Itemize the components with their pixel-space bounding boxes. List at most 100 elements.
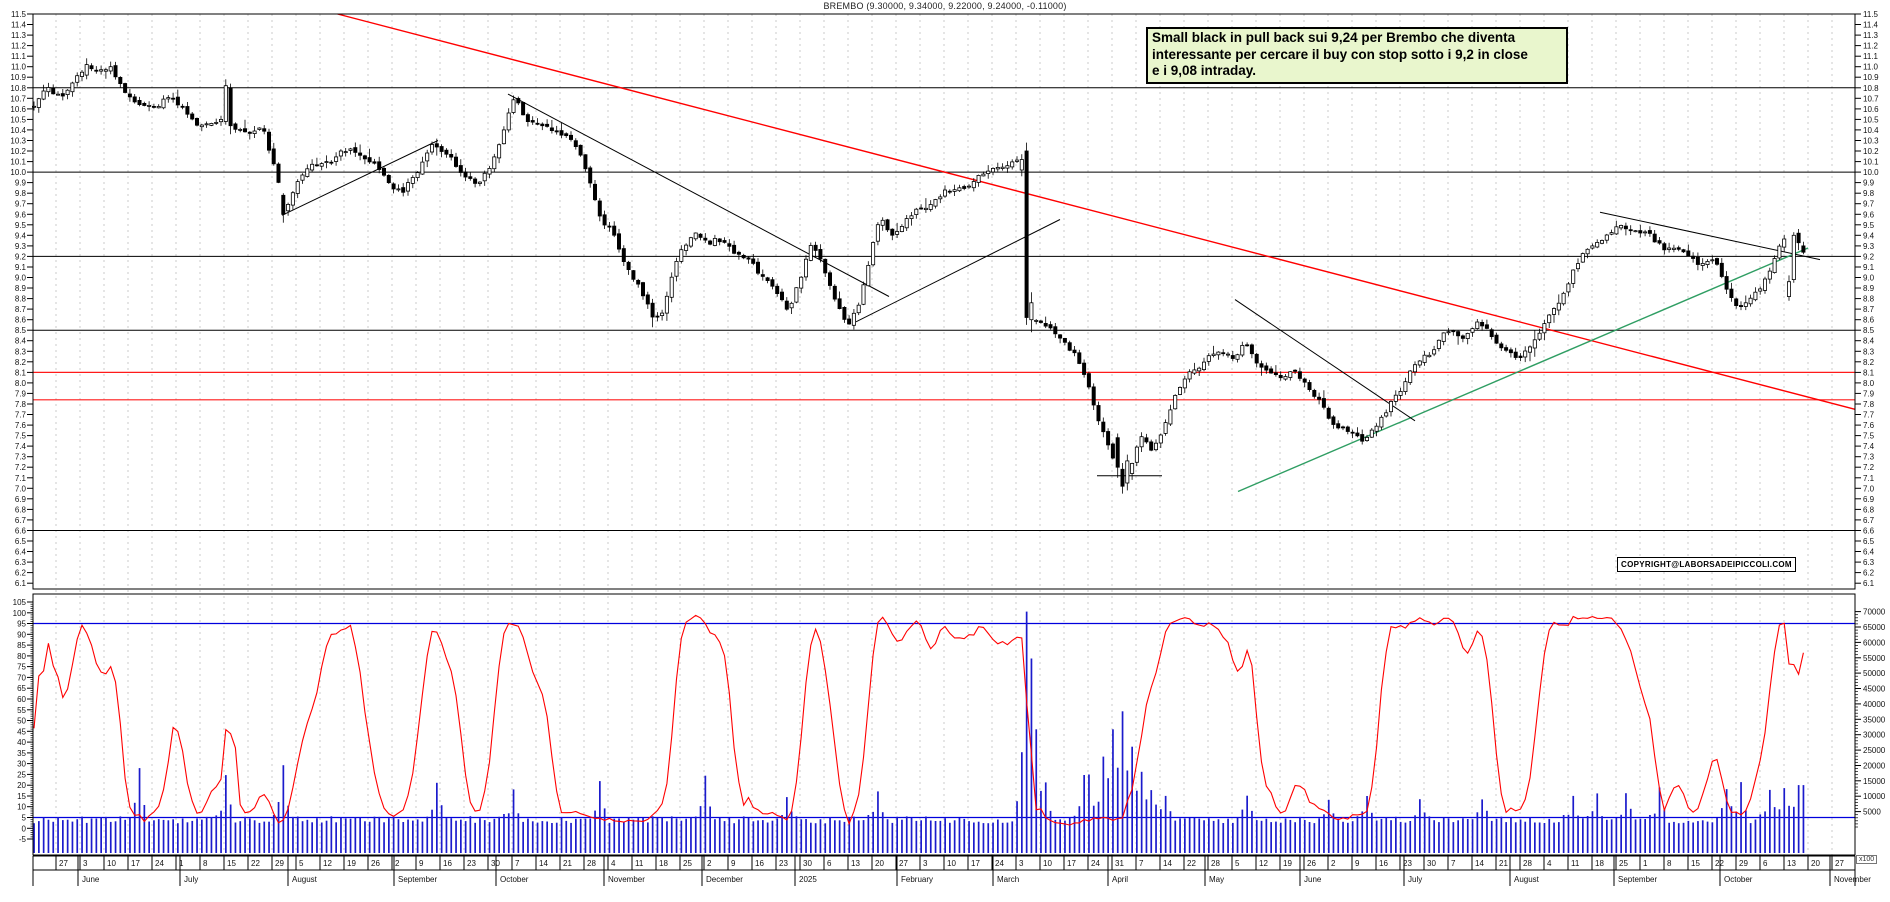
svg-text:13: 13 [851, 859, 860, 868]
svg-text:27: 27 [1835, 859, 1844, 868]
svg-text:20: 20 [17, 781, 26, 790]
svg-text:10.2: 10.2 [1863, 147, 1879, 156]
svg-text:11.3: 11.3 [11, 31, 27, 40]
svg-text:8.6: 8.6 [15, 316, 27, 325]
svg-text:6.4: 6.4 [1863, 548, 1875, 557]
svg-text:15: 15 [1691, 859, 1700, 868]
svg-text:3: 3 [923, 859, 928, 868]
svg-text:9.2: 9.2 [1863, 252, 1875, 261]
svg-text:7.4: 7.4 [15, 442, 27, 451]
svg-text:35: 35 [17, 749, 26, 758]
candles[interactable] [32, 58, 1806, 494]
svg-text:3: 3 [1019, 859, 1024, 868]
svg-text:7.7: 7.7 [15, 411, 27, 420]
svg-text:7: 7 [1139, 859, 1144, 868]
svg-text:11.0: 11.0 [11, 63, 27, 72]
svg-text:15: 15 [17, 792, 26, 801]
svg-text:30000: 30000 [1863, 731, 1886, 740]
svg-text:10: 10 [947, 859, 956, 868]
svg-text:6.5: 6.5 [15, 537, 27, 546]
svg-text:August: August [1514, 875, 1540, 884]
svg-text:10: 10 [17, 803, 26, 812]
svg-text:70: 70 [17, 673, 26, 682]
svg-text:5: 5 [1235, 859, 1240, 868]
svg-text:14: 14 [1163, 859, 1172, 868]
svg-text:9.0: 9.0 [15, 274, 27, 283]
svg-text:7.3: 7.3 [15, 453, 27, 462]
svg-text:1: 1 [179, 859, 184, 868]
svg-text:15000: 15000 [1863, 777, 1886, 786]
svg-text:June: June [1304, 875, 1322, 884]
stochastic-line[interactable] [33, 614, 1804, 826]
svg-text:11.1: 11.1 [11, 52, 27, 61]
svg-text:21: 21 [563, 859, 572, 868]
svg-text:10.4: 10.4 [1863, 126, 1879, 135]
svg-text:65: 65 [17, 684, 26, 693]
svg-text:40: 40 [17, 738, 26, 747]
svg-text:7.5: 7.5 [1863, 432, 1875, 441]
svg-text:6.6: 6.6 [1863, 526, 1875, 535]
svg-text:2: 2 [707, 859, 712, 868]
svg-text:March: March [997, 875, 1019, 884]
svg-text:9.5: 9.5 [1863, 221, 1875, 230]
svg-text:8.1: 8.1 [15, 368, 27, 377]
svg-text:12: 12 [323, 859, 332, 868]
svg-text:5000: 5000 [1863, 808, 1881, 817]
svg-text:10000: 10000 [1863, 792, 1886, 801]
svg-text:8.2: 8.2 [15, 358, 27, 367]
svg-text:7.0: 7.0 [15, 484, 27, 493]
volume-unit-label: x100 [1856, 855, 1878, 864]
svg-text:10.0: 10.0 [10, 168, 26, 177]
svg-text:9.7: 9.7 [15, 200, 27, 209]
svg-text:7.0: 7.0 [1863, 484, 1875, 493]
svg-text:-5: -5 [19, 835, 27, 844]
svg-text:65000: 65000 [1863, 623, 1886, 632]
svg-text:60000: 60000 [1863, 638, 1886, 647]
svg-text:23: 23 [467, 859, 476, 868]
analysis-note[interactable]: Small black in pull back sui 9,24 per Br… [1146, 27, 1568, 84]
svg-text:60: 60 [17, 695, 26, 704]
svg-text:11.0: 11.0 [1863, 63, 1879, 72]
svg-text:31: 31 [1115, 859, 1124, 868]
svg-text:17: 17 [131, 859, 140, 868]
svg-text:23: 23 [1403, 859, 1412, 868]
svg-text:90: 90 [17, 630, 26, 639]
svg-text:19: 19 [1283, 859, 1292, 868]
svg-text:6.1: 6.1 [15, 579, 27, 588]
svg-text:7.1: 7.1 [1863, 474, 1875, 483]
svg-text:9.6: 9.6 [15, 210, 27, 219]
svg-text:October: October [500, 875, 529, 884]
svg-text:9.9: 9.9 [1863, 179, 1875, 188]
svg-text:7: 7 [515, 859, 520, 868]
svg-text:7.5: 7.5 [15, 432, 27, 441]
svg-text:2025: 2025 [799, 875, 817, 884]
svg-text:July: July [1408, 875, 1422, 884]
svg-text:8.2: 8.2 [1863, 358, 1875, 367]
svg-text:10.9: 10.9 [1863, 73, 1879, 82]
svg-text:29: 29 [1739, 859, 1748, 868]
svg-text:28: 28 [1211, 859, 1220, 868]
svg-text:10.8: 10.8 [1863, 84, 1879, 93]
svg-text:27: 27 [899, 859, 908, 868]
svg-text:7.3: 7.3 [1863, 453, 1875, 462]
svg-text:9: 9 [1355, 859, 1360, 868]
date-axis: 27 3 10 17 24 1 8 15 22 29 5 12 19 26 2 9 16 23 30 7 14 21 28 4… [32, 855, 1871, 886]
svg-text:18: 18 [659, 859, 668, 868]
svg-text:11.3: 11.3 [1863, 31, 1879, 40]
svg-text:105: 105 [13, 598, 27, 607]
svg-text:20: 20 [1811, 859, 1820, 868]
svg-text:8.7: 8.7 [1863, 305, 1875, 314]
svg-text:55: 55 [17, 706, 26, 715]
volume-bars[interactable] [33, 611, 1805, 853]
svg-text:25: 25 [17, 770, 26, 779]
trendlines[interactable] [281, 13, 1856, 493]
svg-text:2: 2 [395, 859, 400, 868]
svg-text:10: 10 [1043, 859, 1052, 868]
svg-text:6.7: 6.7 [15, 516, 27, 525]
svg-text:11: 11 [1571, 859, 1580, 868]
copyright-watermark: COPYRIGHT@LABORSADEIPICCOLI.COM [1617, 557, 1796, 572]
svg-text:9.3: 9.3 [1863, 242, 1875, 251]
svg-text:6.5: 6.5 [1863, 537, 1875, 546]
